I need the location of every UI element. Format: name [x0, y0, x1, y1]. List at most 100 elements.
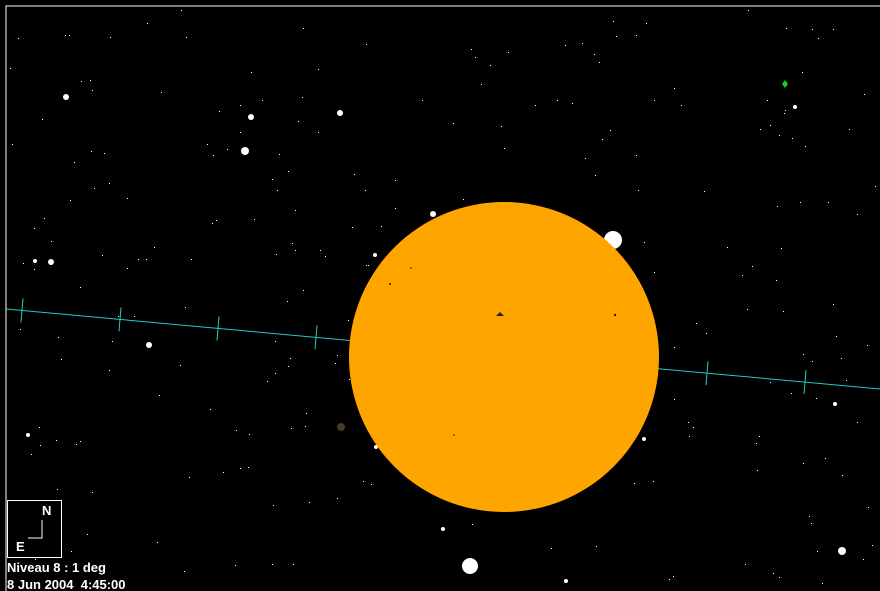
faint-star — [654, 100, 655, 101]
faint-star — [248, 467, 249, 468]
faint-star — [802, 72, 803, 73]
faint-star — [277, 190, 278, 191]
faint-star — [557, 100, 558, 101]
faint-star — [786, 28, 787, 29]
faint-star — [596, 546, 597, 547]
star — [146, 342, 152, 348]
compass-east: E — [16, 539, 25, 554]
star — [793, 105, 797, 109]
faint-star — [669, 579, 670, 580]
faint-star — [757, 470, 758, 471]
faint-star — [219, 111, 220, 112]
faint-star — [475, 57, 476, 58]
faint-star — [585, 158, 586, 159]
faint-star — [254, 219, 255, 220]
faint-star — [817, 551, 818, 552]
faint-star — [501, 126, 502, 127]
faint-star — [674, 347, 675, 348]
faint-star — [10, 68, 11, 69]
faint-star — [87, 534, 88, 535]
faint-star — [118, 316, 119, 317]
faint-star — [207, 144, 208, 145]
faint-star — [812, 361, 813, 362]
faint-star — [791, 393, 792, 394]
faint-star — [290, 358, 291, 359]
faint-star — [864, 94, 865, 95]
faint-star — [305, 426, 306, 427]
faint-star — [572, 103, 573, 104]
faint-star — [147, 23, 148, 24]
faint-star — [644, 242, 645, 243]
faint-star — [471, 49, 472, 50]
faint-star — [90, 80, 91, 81]
star — [337, 110, 343, 116]
faint-star — [551, 548, 552, 549]
faint-star — [39, 427, 40, 428]
faint-star — [535, 105, 536, 106]
sunspot — [453, 434, 455, 436]
faint-star — [302, 97, 303, 98]
faint-star — [70, 200, 71, 201]
faint-star — [646, 23, 647, 24]
faint-star — [742, 275, 743, 276]
faint-star — [616, 36, 617, 37]
faint-star — [752, 266, 753, 267]
faint-star — [779, 135, 780, 136]
faint-star — [272, 179, 273, 180]
faint-star — [295, 250, 296, 251]
faint-star — [773, 573, 774, 574]
faint-star — [508, 52, 509, 53]
faint-star — [292, 243, 293, 244]
faint-star — [240, 132, 241, 133]
faint-star — [693, 427, 694, 428]
faint-star — [42, 119, 43, 120]
faint-star — [104, 153, 105, 154]
faint-star — [857, 214, 858, 215]
faint-star — [395, 180, 396, 181]
star — [248, 114, 254, 120]
faint-star — [134, 316, 135, 317]
faint-star — [20, 329, 21, 330]
faint-star — [422, 100, 423, 101]
faint-star — [875, 186, 876, 187]
faint-star — [34, 228, 35, 229]
faint-star — [863, 559, 864, 560]
faint-star — [180, 365, 181, 366]
faint-star — [748, 10, 749, 11]
faint-star — [348, 320, 349, 321]
faint-star — [12, 144, 13, 145]
faint-star — [92, 492, 93, 493]
faint-star — [251, 72, 252, 73]
faint-star — [295, 210, 296, 211]
faint-star — [842, 475, 843, 476]
faint-star — [288, 366, 289, 367]
faint-star — [463, 199, 464, 200]
faint-star — [472, 524, 473, 525]
faint-star — [213, 155, 214, 156]
faint-star — [227, 149, 228, 150]
star — [63, 94, 69, 100]
faint-star — [366, 44, 367, 45]
faint-star — [868, 507, 869, 508]
faint-star — [318, 132, 319, 133]
faint-star — [654, 272, 655, 273]
faint-star — [634, 483, 635, 484]
faint-star — [595, 175, 596, 176]
faint-star — [602, 139, 603, 140]
faint-star — [490, 65, 491, 66]
faint-star — [777, 206, 778, 207]
faint-star — [61, 359, 62, 360]
faint-star — [184, 571, 185, 572]
faint-star — [57, 489, 58, 490]
faint-star — [186, 37, 187, 38]
faint-star — [275, 373, 276, 374]
star — [642, 437, 646, 441]
faint-star — [349, 379, 350, 380]
faint-star — [181, 10, 182, 11]
faint-star — [309, 502, 310, 503]
faint-star — [615, 236, 616, 237]
faint-star — [91, 151, 92, 152]
faint-star — [18, 38, 19, 39]
star — [833, 402, 837, 406]
faint-star — [812, 29, 813, 30]
